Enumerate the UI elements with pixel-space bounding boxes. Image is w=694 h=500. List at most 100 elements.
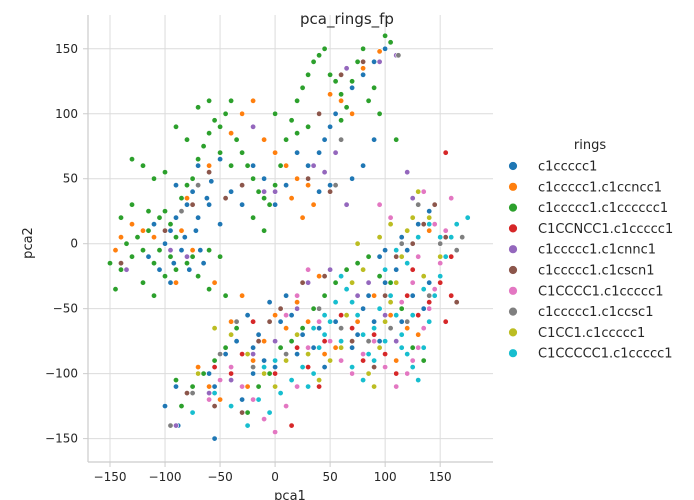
data-point <box>404 227 411 234</box>
data-point <box>349 175 356 182</box>
data-point <box>151 234 158 241</box>
data-point <box>118 214 125 221</box>
data-point <box>327 188 334 195</box>
data-point <box>371 364 378 371</box>
data-point <box>250 123 257 130</box>
data-point <box>239 149 246 156</box>
data-point <box>261 357 268 364</box>
data-point <box>321 273 328 280</box>
data-points <box>107 32 471 442</box>
data-point <box>272 182 279 189</box>
data-point <box>145 253 152 260</box>
data-point <box>371 331 378 338</box>
data-point <box>189 383 196 390</box>
data-point <box>272 149 279 156</box>
data-point <box>321 331 328 338</box>
data-point <box>173 123 180 130</box>
data-point <box>409 312 416 319</box>
data-point <box>376 234 383 241</box>
data-point <box>448 292 455 299</box>
data-point <box>404 292 411 299</box>
legend-label: c1ccccc1.c1cnnc1 <box>538 243 656 258</box>
data-point <box>228 377 235 384</box>
data-point <box>338 97 345 104</box>
data-point <box>393 338 400 345</box>
data-point <box>437 273 444 280</box>
data-point <box>261 175 268 182</box>
series-9 <box>189 214 471 429</box>
data-point <box>283 162 290 169</box>
data-point <box>398 331 405 338</box>
data-point <box>239 351 246 358</box>
data-point <box>316 305 323 312</box>
data-point <box>140 227 147 234</box>
data-point <box>365 253 372 260</box>
data-point <box>206 247 213 254</box>
data-point <box>316 110 323 117</box>
data-point <box>316 318 323 325</box>
data-point <box>316 273 323 280</box>
data-point <box>272 110 279 117</box>
data-point <box>332 149 339 156</box>
y-tick-label: 50 <box>63 172 78 186</box>
x-tick-label: 0 <box>271 470 279 484</box>
data-point <box>211 279 218 286</box>
data-point <box>261 370 268 377</box>
data-point <box>288 422 295 429</box>
data-point <box>283 136 290 143</box>
data-point <box>420 357 427 364</box>
data-point <box>343 312 350 319</box>
data-point <box>409 344 416 351</box>
data-point <box>354 240 361 247</box>
data-point <box>228 188 235 195</box>
data-point <box>310 201 317 208</box>
legend-marker <box>508 181 518 192</box>
data-point <box>343 266 350 273</box>
data-point <box>195 182 202 189</box>
data-point <box>327 318 334 325</box>
data-point <box>464 214 471 221</box>
data-point <box>244 351 251 358</box>
data-point <box>338 312 345 319</box>
data-point <box>387 325 394 332</box>
data-point <box>371 338 378 345</box>
data-point <box>206 169 213 176</box>
data-point <box>217 156 224 163</box>
data-point <box>244 422 251 429</box>
data-point <box>255 396 262 403</box>
data-point <box>123 266 130 273</box>
data-point <box>426 214 433 221</box>
data-point <box>178 208 185 215</box>
data-point <box>261 338 268 345</box>
data-point <box>151 221 158 228</box>
data-point <box>167 279 174 286</box>
data-point <box>321 351 328 358</box>
data-point <box>316 149 323 156</box>
data-point <box>233 318 240 325</box>
data-point <box>382 266 389 273</box>
data-point <box>354 331 361 338</box>
data-point <box>206 162 213 169</box>
data-point <box>426 318 433 325</box>
data-point <box>387 214 394 221</box>
x-tick-label: −100 <box>149 470 182 484</box>
data-point <box>294 97 301 104</box>
data-point <box>305 123 312 130</box>
data-point <box>299 214 306 221</box>
legend-marker <box>508 161 518 171</box>
data-point <box>349 364 356 371</box>
data-point <box>415 377 422 384</box>
data-point <box>211 364 218 371</box>
data-point <box>239 383 246 390</box>
data-point <box>393 253 400 260</box>
data-point <box>206 396 213 403</box>
x-axis-label: pca1 <box>274 489 306 500</box>
data-point <box>250 396 257 403</box>
data-point <box>228 370 235 377</box>
data-point <box>332 344 339 351</box>
data-point <box>283 182 290 189</box>
data-point <box>459 234 466 241</box>
data-point <box>200 370 207 377</box>
data-point <box>398 344 405 351</box>
data-point <box>178 403 185 410</box>
